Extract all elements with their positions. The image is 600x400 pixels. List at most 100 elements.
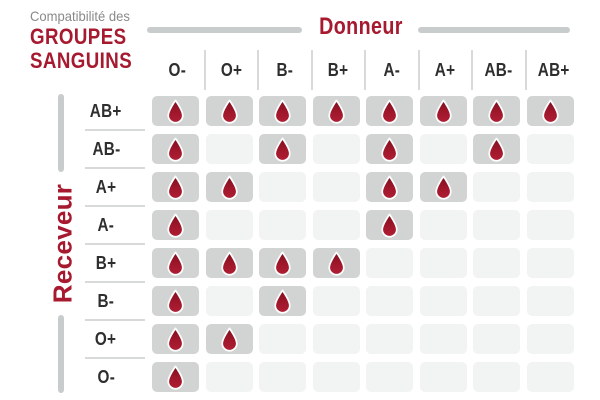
receiver-label-text: A+ xyxy=(95,177,117,197)
cell-receiver-O+-donor-O+-compatible xyxy=(205,324,253,354)
cell-receiver-B--donor-O+-incompatible xyxy=(205,286,253,316)
blood-drop-icon xyxy=(167,327,184,352)
cell-receiver-B+-donor-AB+-incompatible xyxy=(526,248,574,278)
blood-drop-icon xyxy=(327,251,345,276)
receiver-label-text: O- xyxy=(97,367,115,387)
receiver-axis-bottom-bar xyxy=(58,315,64,393)
title-main-line1: GROUPES xyxy=(30,24,127,49)
title-main-line2: SANGUINS xyxy=(30,48,133,73)
cell-receiver-AB+-donor-B+-compatible xyxy=(312,96,360,126)
blood-drop-icon xyxy=(167,137,184,162)
cell-receiver-O+-donor-O--compatible xyxy=(152,324,199,354)
cell-receiver-B+-donor-B+-compatible xyxy=(312,248,360,278)
receiver-label-text: A- xyxy=(97,215,115,235)
receiver-label-text: AB- xyxy=(92,139,120,159)
cell-receiver-A+-donor-A+-compatible xyxy=(419,172,467,202)
blood-drop-icon xyxy=(274,137,291,162)
blood-drop-icon xyxy=(167,289,184,314)
receiver-label-A+: A+ xyxy=(76,172,136,202)
blood-drop-icon xyxy=(434,175,452,200)
blood-drop-icon xyxy=(167,365,184,390)
cell-receiver-O+-donor-A--incompatible xyxy=(366,324,413,354)
receiver-label-AB+: AB+ xyxy=(76,96,136,126)
cell-receiver-O--donor-A--incompatible xyxy=(366,362,413,392)
donor-header-label: AB+ xyxy=(537,60,570,80)
donor-axis-label: Donneur xyxy=(319,13,403,40)
cell-receiver-AB+-donor-B--compatible xyxy=(259,96,306,126)
blood-drop-icon xyxy=(274,289,291,314)
cell-receiver-A--donor-O+-incompatible xyxy=(205,210,253,240)
cell-receiver-O--donor-AB--incompatible xyxy=(473,362,520,392)
donor-header-label: A+ xyxy=(434,60,456,80)
donor-header-O-: O- xyxy=(152,50,206,90)
blood-drop-icon xyxy=(434,99,452,124)
donor-header-O+: O+ xyxy=(206,50,259,90)
cell-receiver-A+-donor-B+-incompatible xyxy=(312,172,360,202)
blood-drop-icon xyxy=(220,327,238,352)
cell-receiver-A+-donor-B--incompatible xyxy=(259,172,306,202)
receiver-label-B+: B+ xyxy=(76,248,136,278)
cell-receiver-O--donor-A+-incompatible xyxy=(419,362,467,392)
receiver-label-text: O+ xyxy=(95,329,117,349)
receiver-label-O-: O- xyxy=(76,362,136,392)
donor-header-label: B+ xyxy=(327,60,349,80)
blood-drop-icon xyxy=(274,251,291,276)
cell-receiver-A+-donor-A--compatible xyxy=(366,172,413,202)
cell-receiver-B+-donor-A+-incompatible xyxy=(419,248,467,278)
cell-receiver-A--donor-A--compatible xyxy=(366,210,413,240)
cell-receiver-A--donor-AB--incompatible xyxy=(473,210,520,240)
donor-header-AB-: AB- xyxy=(473,50,527,90)
blood-drop-icon xyxy=(488,137,505,162)
blood-drop-icon xyxy=(327,99,345,124)
title-pretitle: Compatibilité des xyxy=(30,8,130,24)
receiver-label-B-: B- xyxy=(76,286,136,316)
cell-receiver-O+-donor-AB--incompatible xyxy=(473,324,520,354)
cell-receiver-AB+-donor-A+-compatible xyxy=(419,96,467,126)
cell-receiver-AB+-donor-O--compatible xyxy=(152,96,199,126)
donor-header-A+: A+ xyxy=(420,50,473,90)
cell-receiver-AB--donor-B--compatible xyxy=(259,134,306,164)
donor-header-A-: A- xyxy=(366,50,420,90)
row-separator xyxy=(85,243,145,245)
cell-receiver-B--donor-B+-incompatible xyxy=(312,286,360,316)
cell-receiver-AB--donor-AB+-incompatible xyxy=(526,134,574,164)
donor-header-label: A- xyxy=(383,60,401,80)
cell-receiver-A--donor-B+-incompatible xyxy=(312,210,360,240)
receiver-label-text: B+ xyxy=(95,253,117,273)
blood-drop-icon xyxy=(220,175,238,200)
cell-receiver-A+-donor-AB+-incompatible xyxy=(526,172,574,202)
cell-receiver-AB--donor-O+-incompatible xyxy=(205,134,253,164)
cell-receiver-AB--donor-A--compatible xyxy=(366,134,413,164)
receiver-label-AB-: AB- xyxy=(76,134,136,164)
row-separator xyxy=(85,357,145,359)
cell-receiver-B--donor-AB+-incompatible xyxy=(526,286,574,316)
compatibility-grid xyxy=(152,96,574,392)
row-separator xyxy=(85,319,145,321)
cell-receiver-A--donor-O--compatible xyxy=(152,210,199,240)
cell-receiver-O+-donor-A+-incompatible xyxy=(419,324,467,354)
row-separator xyxy=(85,129,145,131)
donor-header-B+: B+ xyxy=(313,50,366,90)
blood-drop-icon xyxy=(381,99,398,124)
blood-drop-icon xyxy=(220,251,238,276)
cell-receiver-B+-donor-AB--incompatible xyxy=(473,248,520,278)
blood-drop-icon xyxy=(488,99,505,124)
receiver-axis-label: Receveur xyxy=(47,183,78,304)
blood-drop-icon xyxy=(167,99,184,124)
row-separator xyxy=(85,205,145,207)
cell-receiver-AB+-donor-A--compatible xyxy=(366,96,413,126)
cell-receiver-AB+-donor-AB--compatible xyxy=(473,96,520,126)
title-block: Compatibilité des GROUPES SANGUINS xyxy=(30,8,150,72)
donor-header-label: B- xyxy=(276,60,294,80)
blood-drop-icon xyxy=(220,99,238,124)
blood-drop-icon xyxy=(381,213,398,238)
row-separator xyxy=(85,281,145,283)
cell-receiver-B--donor-O--compatible xyxy=(152,286,199,316)
receiver-axis-top-bar xyxy=(58,94,64,172)
blood-drop-icon xyxy=(167,175,184,200)
blood-drop-icon xyxy=(381,137,398,162)
donor-header-AB+: AB+ xyxy=(527,50,581,90)
cell-receiver-A+-donor-O--compatible xyxy=(152,172,199,202)
donor-header-B-: B- xyxy=(259,50,313,90)
cell-receiver-AB--donor-AB--compatible xyxy=(473,134,520,164)
